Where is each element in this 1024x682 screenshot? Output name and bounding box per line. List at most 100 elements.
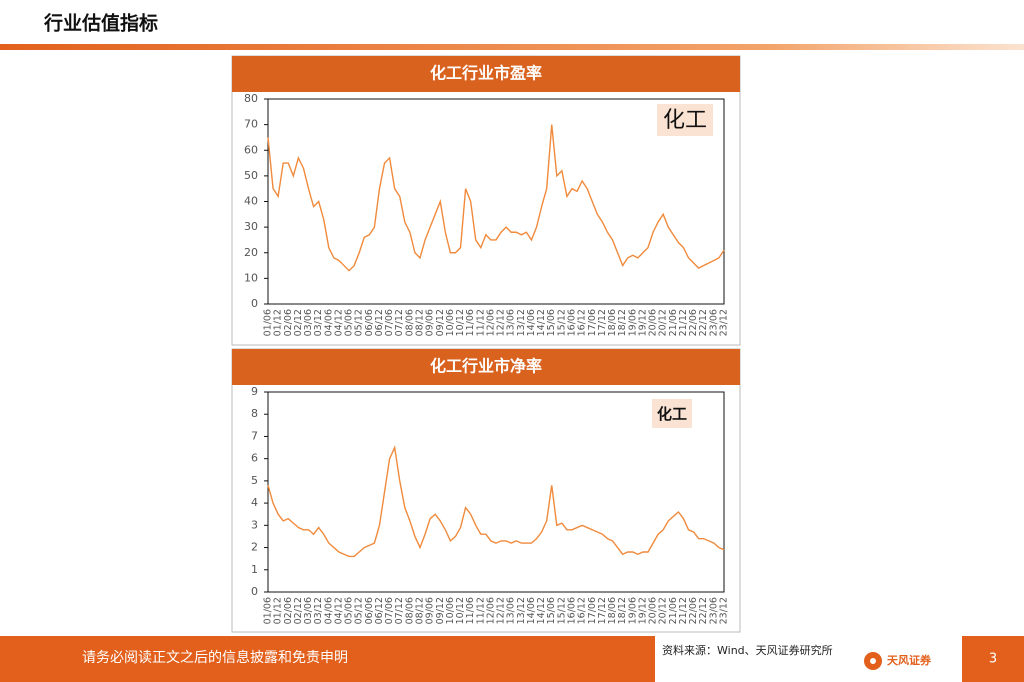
x-tick-label: 03/12 bbox=[313, 309, 324, 336]
x-tick-label: 05/12 bbox=[354, 597, 365, 624]
footer-band bbox=[0, 636, 655, 682]
x-tick-label: 07/06 bbox=[384, 309, 395, 336]
x-tick-label: 14/12 bbox=[536, 309, 547, 336]
y-tick-label: 7 bbox=[251, 429, 258, 442]
x-tick-label: 03/06 bbox=[303, 309, 314, 336]
x-tick-label: 12/12 bbox=[496, 309, 507, 336]
x-tick-label: 10/06 bbox=[445, 597, 456, 624]
y-tick-label: 30 bbox=[244, 220, 258, 233]
x-tick-label: 17/06 bbox=[587, 309, 598, 336]
chart-panel bbox=[231, 55, 741, 346]
x-tick-label: 21/06 bbox=[668, 309, 679, 336]
y-tick-label: 1 bbox=[251, 563, 258, 576]
x-tick-label: 13/06 bbox=[506, 309, 517, 336]
x-tick-label: 16/12 bbox=[577, 597, 588, 624]
x-tick-label: 23/06 bbox=[708, 309, 719, 336]
x-tick-label: 13/12 bbox=[516, 597, 527, 624]
footer-note: 请务必阅读正文之后的信息披露和免责申明 bbox=[82, 649, 348, 666]
x-tick-label: 16/06 bbox=[567, 597, 578, 624]
x-tick-label: 14/06 bbox=[526, 597, 537, 624]
x-tick-label: 17/12 bbox=[597, 597, 608, 624]
y-tick-label: 50 bbox=[244, 169, 258, 182]
x-tick-label: 22/06 bbox=[688, 309, 699, 336]
y-tick-label: 3 bbox=[251, 518, 258, 531]
x-tick-label: 17/12 bbox=[597, 309, 608, 336]
y-tick-label: 10 bbox=[244, 271, 258, 284]
x-tick-label: 05/06 bbox=[344, 597, 355, 624]
y-tick-label: 8 bbox=[251, 407, 258, 420]
logo-text: 天风证券 bbox=[887, 653, 932, 667]
x-tick-label: 09/12 bbox=[435, 309, 446, 336]
x-tick-label: 20/06 bbox=[648, 309, 659, 336]
x-tick-label: 11/12 bbox=[475, 597, 486, 624]
x-tick-label: 10/12 bbox=[455, 309, 466, 336]
x-tick-label: 15/06 bbox=[546, 309, 557, 336]
x-tick-label: 18/06 bbox=[607, 309, 618, 336]
x-tick-label: 08/06 bbox=[404, 597, 415, 624]
x-tick-label: 08/06 bbox=[404, 309, 415, 336]
x-tick-label: 12/06 bbox=[485, 309, 496, 336]
y-tick-label: 40 bbox=[244, 195, 258, 208]
logo: 天风证券 bbox=[864, 652, 932, 670]
x-tick-label: 02/12 bbox=[293, 309, 304, 336]
y-tick-label: 0 bbox=[251, 297, 258, 310]
x-tick-label: 11/06 bbox=[465, 597, 476, 624]
x-tick-label: 08/12 bbox=[415, 597, 426, 624]
y-tick-label: 20 bbox=[244, 246, 258, 259]
x-tick-label: 09/06 bbox=[425, 309, 436, 336]
x-tick-label: 19/12 bbox=[637, 597, 648, 624]
x-tick-label: 06/12 bbox=[374, 309, 385, 336]
x-tick-label: 04/06 bbox=[323, 309, 334, 336]
y-tick-label: 2 bbox=[251, 541, 258, 554]
page-number-band bbox=[962, 636, 1024, 682]
y-tick-label: 5 bbox=[251, 474, 258, 487]
x-tick-label: 19/06 bbox=[627, 597, 638, 624]
x-tick-label: 01/06 bbox=[263, 309, 274, 336]
x-tick-label: 09/12 bbox=[435, 597, 446, 624]
y-tick-label: 70 bbox=[244, 118, 258, 131]
x-tick-label: 20/12 bbox=[658, 309, 669, 336]
data-line bbox=[267, 445, 725, 558]
x-tick-label: 20/06 bbox=[648, 597, 659, 624]
x-tick-label: 16/06 bbox=[567, 309, 578, 336]
x-tick-label: 19/06 bbox=[627, 309, 638, 336]
x-tick-label: 21/12 bbox=[678, 309, 689, 336]
x-tick-label: 07/12 bbox=[394, 597, 405, 624]
x-tick-label: 01/12 bbox=[273, 309, 284, 336]
x-tick-label: 02/12 bbox=[293, 597, 304, 624]
x-tick-label: 10/12 bbox=[455, 597, 466, 624]
y-tick-label: 9 bbox=[251, 385, 258, 398]
x-tick-label: 22/12 bbox=[698, 309, 709, 336]
x-tick-label: 17/06 bbox=[587, 597, 598, 624]
x-tick-label: 23/06 bbox=[708, 597, 719, 624]
y-tick-label: 4 bbox=[251, 496, 258, 509]
x-tick-label: 01/12 bbox=[273, 597, 284, 624]
page-title: 行业估值指标 bbox=[43, 12, 158, 35]
x-tick-label: 22/12 bbox=[698, 597, 709, 624]
x-tick-label: 21/06 bbox=[668, 597, 679, 624]
x-tick-label: 12/06 bbox=[485, 597, 496, 624]
chart-title: 化工行业市盈率 bbox=[430, 64, 542, 83]
header-rule bbox=[0, 44, 1024, 50]
x-tick-label: 14/12 bbox=[536, 597, 547, 624]
x-tick-label: 18/06 bbox=[607, 597, 618, 624]
page-number: 3 bbox=[989, 652, 997, 667]
x-tick-label: 15/12 bbox=[556, 309, 567, 336]
x-tick-label: 06/12 bbox=[374, 597, 385, 624]
x-tick-label: 01/06 bbox=[263, 597, 274, 624]
x-tick-label: 06/06 bbox=[364, 309, 375, 336]
x-tick-label: 04/06 bbox=[323, 597, 334, 624]
data-line bbox=[267, 124, 725, 272]
x-tick-label: 15/06 bbox=[546, 597, 557, 624]
annotation: 化工 bbox=[663, 108, 707, 133]
x-tick-label: 07/06 bbox=[384, 597, 395, 624]
x-tick-label: 04/12 bbox=[333, 597, 344, 624]
x-tick-label: 11/12 bbox=[475, 309, 486, 336]
x-tick-label: 13/12 bbox=[516, 309, 527, 336]
x-tick-label: 23/12 bbox=[719, 309, 730, 336]
x-tick-label: 16/12 bbox=[577, 309, 588, 336]
x-tick-label: 03/12 bbox=[313, 597, 324, 624]
x-tick-label: 02/06 bbox=[283, 597, 294, 624]
x-tick-label: 06/06 bbox=[364, 597, 375, 624]
